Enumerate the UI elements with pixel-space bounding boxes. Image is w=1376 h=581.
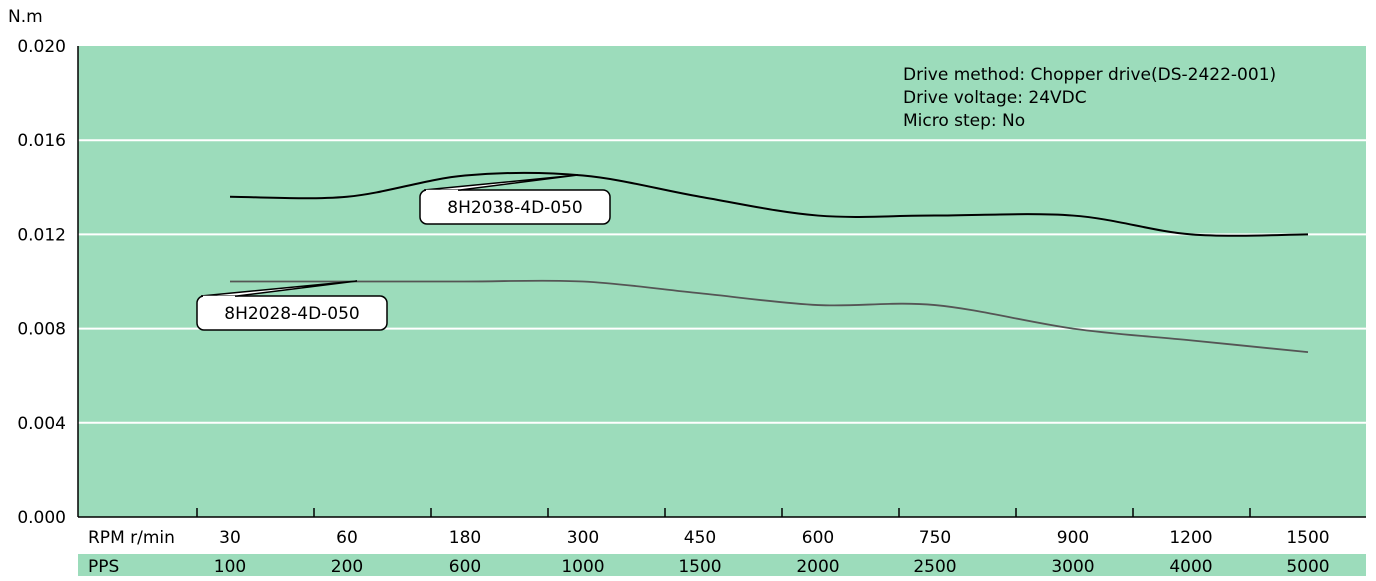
rpm-tick-label: 180 <box>449 528 481 548</box>
callout-box <box>419 189 611 225</box>
rpm-tick-label: 30 <box>219 528 241 548</box>
pps-tick-label: 200 <box>331 557 363 577</box>
pps-tick-label: 3000 <box>1051 557 1094 577</box>
pps-row-background <box>78 554 1366 576</box>
rpm-row-label: RPM r/min <box>88 528 175 548</box>
pps-tick-labels: 100 200 600 1000 1500 2000 2500 3000 4000 5000 <box>214 557 1330 577</box>
series-line-8h2028-4d-050 <box>229 279 1309 354</box>
rpm-tick-label: 900 <box>1057 528 1089 548</box>
annotation-micro-step: Micro step: No <box>903 111 1025 131</box>
y-tick-label: 0.008 <box>17 320 66 340</box>
pps-tick-label: 2000 <box>796 557 839 577</box>
y-tick-label: 0.016 <box>17 131 66 151</box>
callout-label: 8H2038-4D-050 <box>447 198 583 218</box>
pps-row-label: PPS <box>88 557 119 577</box>
rpm-tick-label: 300 <box>567 528 599 548</box>
pps-tick-label: 2500 <box>913 557 956 577</box>
y-axis-ticks: 0.000 0.004 0.008 0.012 0.016 0.020 <box>17 37 66 528</box>
callout-label: 8H2028-4D-050 <box>224 304 360 324</box>
y-axis-unit: N.m <box>8 7 43 27</box>
series-lines <box>229 171 1309 354</box>
pps-tick-label: 5000 <box>1286 557 1329 577</box>
y-tick-label: 0.000 <box>17 508 66 528</box>
callout-box <box>196 295 388 331</box>
rpm-tick-label: 1500 <box>1286 528 1329 548</box>
annotation-drive-voltage: Drive voltage: 24VDC <box>903 88 1087 108</box>
rpm-tick-label: 750 <box>919 528 951 548</box>
y-tick-label: 0.004 <box>17 414 66 434</box>
rpm-tick-labels: 30 60 180 300 450 600 750 900 1200 1500 <box>219 528 1329 548</box>
series-callouts: 8H2038-4D-050 8H2028-4D-050 <box>196 174 611 331</box>
pps-tick-label: 1000 <box>561 557 604 577</box>
rpm-tick-label: 600 <box>802 528 834 548</box>
y-tick-label: 0.020 <box>17 37 66 57</box>
rpm-tick-label: 60 <box>336 528 358 548</box>
x-axis-ticks <box>196 508 1251 517</box>
rpm-tick-label: 1200 <box>1169 528 1212 548</box>
pps-tick-label: 1500 <box>678 557 721 577</box>
y-tick-label: 0.012 <box>17 225 66 245</box>
annotation-drive-method: Drive method: Chopper drive(DS-2422-001) <box>903 65 1276 85</box>
pps-tick-label: 600 <box>449 557 481 577</box>
pps-tick-label: 4000 <box>1169 557 1212 577</box>
pps-tick-label: 100 <box>214 557 246 577</box>
rpm-tick-label: 450 <box>684 528 716 548</box>
drive-annotations: Drive method: Chopper drive(DS-2422-001)… <box>903 65 1276 131</box>
series-line-8h2038-4d-050 <box>229 171 1309 237</box>
